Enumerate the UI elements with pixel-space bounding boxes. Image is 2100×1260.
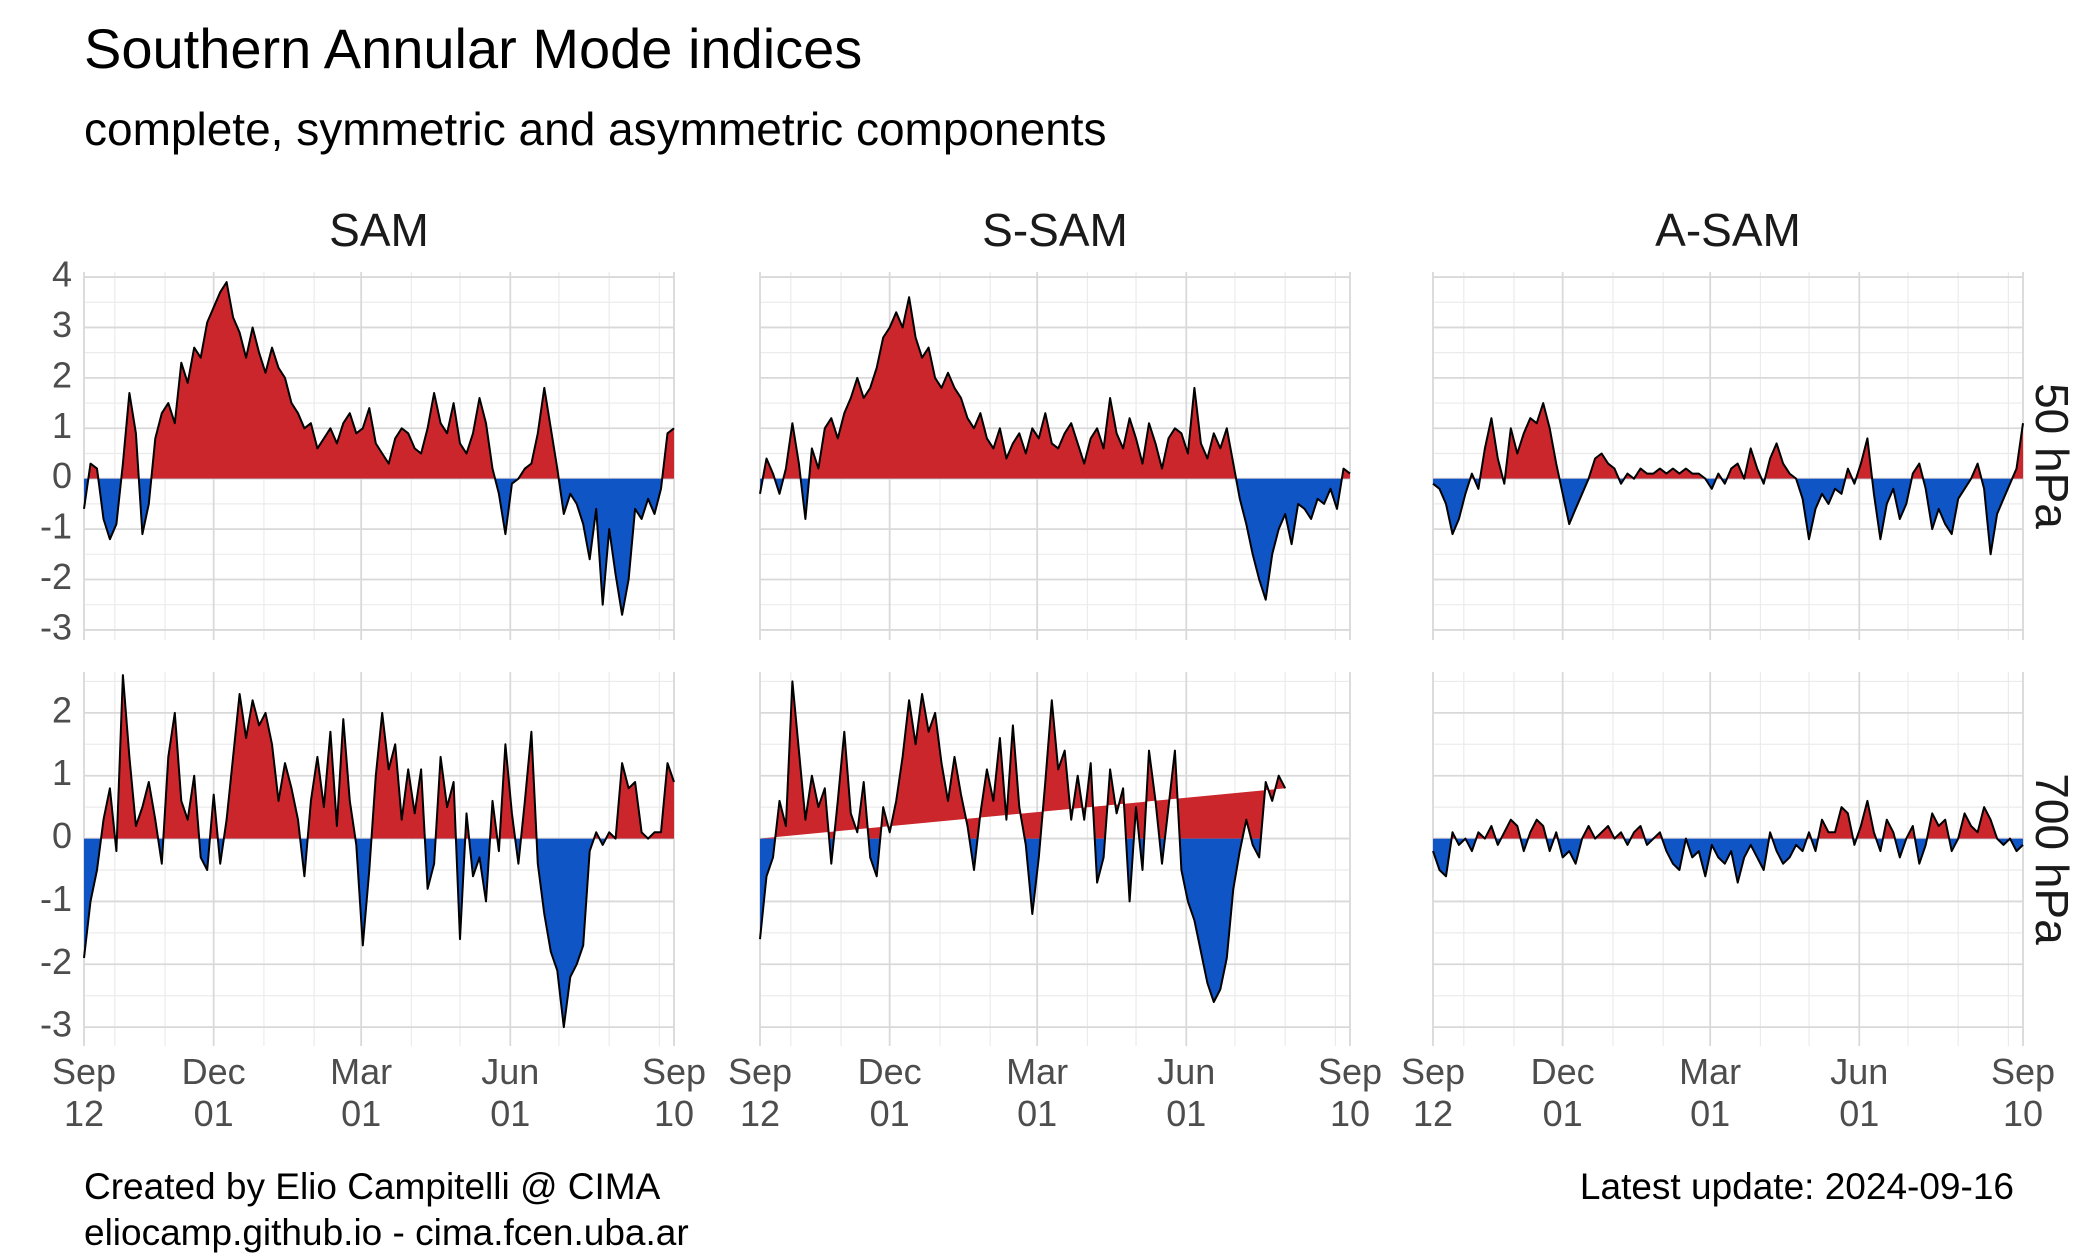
strip-label-s-sam: S-SAM	[982, 204, 1128, 256]
credit-links: eliocamp.github.io - cima.fcen.uba.ar	[84, 1212, 689, 1253]
y-tick-label: -3	[40, 1004, 72, 1045]
negative-area	[760, 838, 1261, 1002]
x-tick-label: Mar 01	[330, 1051, 392, 1134]
x-tick-label: Dec 01	[1531, 1051, 1595, 1134]
x-tick-label: Sep 12	[52, 1051, 116, 1134]
y-tick-label: 0	[52, 815, 72, 856]
y-tick-label: 2	[52, 689, 72, 730]
series-line	[83, 281, 675, 616]
latest-update-text: Latest update: 2024-09-16	[1579, 1166, 2014, 1207]
panel-sam-700hpa: 2 1 0 -1 -2 -3 Sep 12 Dec 01 Mar 01 Jun 01 Sep 10	[40, 672, 706, 1134]
panel-a-sam-50hpa	[1432, 272, 2024, 640]
panel-sam-50hpa: 4 3 2 1 0 -1 -2 -3	[40, 254, 675, 647]
update-footer: Latest update: 2024-09-16	[1580, 1164, 2014, 1210]
series-line	[1432, 402, 2024, 556]
series-line	[759, 680, 1287, 1003]
y-tick-label: 4	[52, 254, 72, 295]
x-tick-label: Mar 01	[1006, 1051, 1068, 1134]
x-tick-label: Sep 10	[1991, 1051, 2055, 1134]
x-tick-label: Sep 12	[1401, 1051, 1465, 1134]
x-tick-label: Dec 01	[182, 1051, 246, 1134]
negative-area	[84, 838, 649, 1028]
strip-label-50-hpa: 50 hPa	[2026, 383, 2078, 529]
series-line	[1432, 799, 2024, 884]
y-tick-label: 1	[52, 405, 72, 446]
positive-area	[762, 297, 1350, 479]
negative-area	[84, 478, 674, 615]
strip-label-a-sam: A-SAM	[1655, 204, 1801, 256]
chart-subtitle: complete, symmetric and asymmetric compo…	[84, 103, 1107, 155]
panel-s-sam-700hpa: Sep 12 Dec 01 Mar 01 Jun 01 Sep 10	[728, 672, 1382, 1134]
x-tick-label: Mar 01	[1679, 1051, 1741, 1134]
x-tick-label: Jun 01	[1157, 1051, 1215, 1134]
panel-s-sam-50hpa	[759, 272, 1351, 640]
panel-a-sam-700hpa: Sep 12 Dec 01 Mar 01 Jun 01 Sep 10	[1401, 672, 2055, 1134]
strip-label-sam: SAM	[329, 204, 429, 256]
y-tick-label: -2	[40, 941, 72, 982]
x-tick-label: Dec 01	[858, 1051, 922, 1134]
y-tick-label: -2	[40, 556, 72, 597]
y-tick-label: -1	[40, 506, 72, 547]
positive-area	[84, 675, 674, 839]
positive-area	[88, 282, 674, 479]
x-tick-label: Sep 12	[728, 1051, 792, 1134]
x-tick-label: Sep 10	[642, 1051, 706, 1134]
y-tick-label: 0	[52, 455, 72, 496]
y-tick-label: -1	[40, 878, 72, 919]
positive-area	[760, 681, 1286, 839]
y-tick-label: 3	[52, 304, 72, 345]
x-tick-label: Jun 01	[1830, 1051, 1888, 1134]
x-tick-label: Sep 10	[1318, 1051, 1382, 1134]
credit-text: Created by Elio Campitelli @ CIMA	[84, 1166, 661, 1207]
chart-title: Southern Annular Mode indices	[84, 17, 863, 80]
y-tick-label: 2	[52, 354, 72, 395]
x-tick-label: Jun 01	[481, 1051, 539, 1134]
credit-footer: Created by Elio Campitelli @ CIMA elioca…	[84, 1164, 689, 1256]
positive-area	[1433, 800, 2023, 839]
series-line	[83, 674, 675, 1029]
strip-label-700-hpa: 700 hPa	[2026, 773, 2078, 945]
y-tick-label: 1	[52, 752, 72, 793]
negative-area	[1433, 478, 2023, 555]
negative-area	[1433, 838, 2023, 883]
y-tick-label: -3	[40, 606, 72, 647]
series-line	[759, 296, 1351, 601]
positive-area	[1470, 403, 2023, 479]
negative-area	[760, 478, 1350, 600]
